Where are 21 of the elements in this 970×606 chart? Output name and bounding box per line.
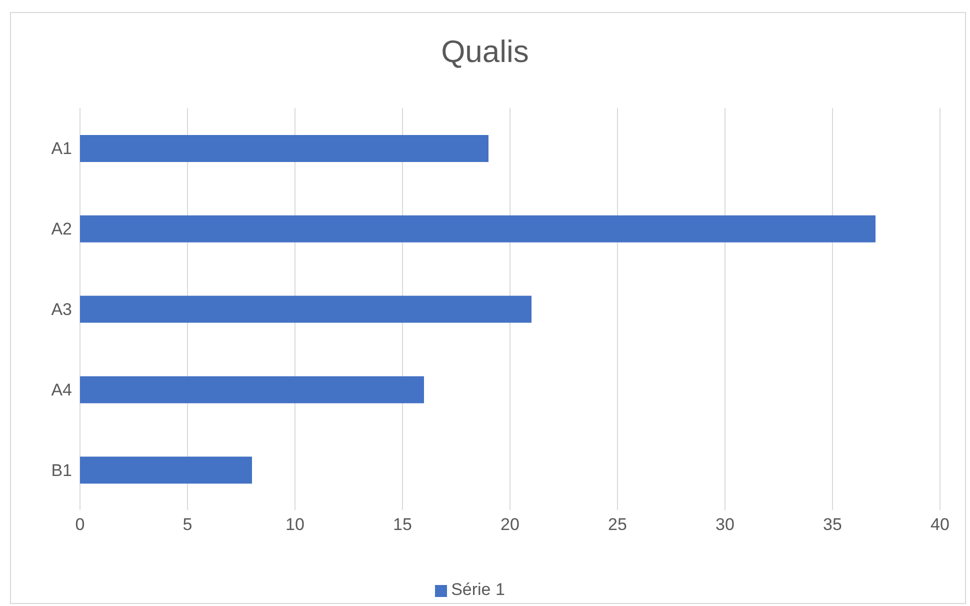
x-tick-label: 5 bbox=[182, 515, 192, 534]
legend-label: Série 1 bbox=[451, 580, 505, 599]
y-tick-label: B1 bbox=[51, 460, 72, 480]
x-tick-label: 35 bbox=[823, 515, 842, 534]
x-tick-label: 40 bbox=[930, 515, 950, 534]
bar bbox=[80, 376, 424, 404]
y-tick-label: A2 bbox=[51, 220, 72, 239]
x-tick-label: 15 bbox=[393, 515, 412, 534]
bar bbox=[80, 456, 252, 484]
chart-title: Qualis bbox=[440, 34, 530, 70]
bar bbox=[80, 296, 532, 323]
x-tick-label: 20 bbox=[500, 515, 520, 534]
x-tick-label: 25 bbox=[608, 515, 627, 534]
y-tick-label: A4 bbox=[51, 380, 72, 400]
bar bbox=[80, 215, 876, 242]
x-tick-label: 30 bbox=[716, 515, 734, 534]
y-tick-label: A1 bbox=[51, 139, 72, 158]
bar bbox=[80, 135, 488, 162]
y-tick-label: A3 bbox=[51, 300, 72, 320]
x-tick-label: 10 bbox=[286, 515, 304, 534]
x-tick-label: 0 bbox=[75, 515, 85, 534]
